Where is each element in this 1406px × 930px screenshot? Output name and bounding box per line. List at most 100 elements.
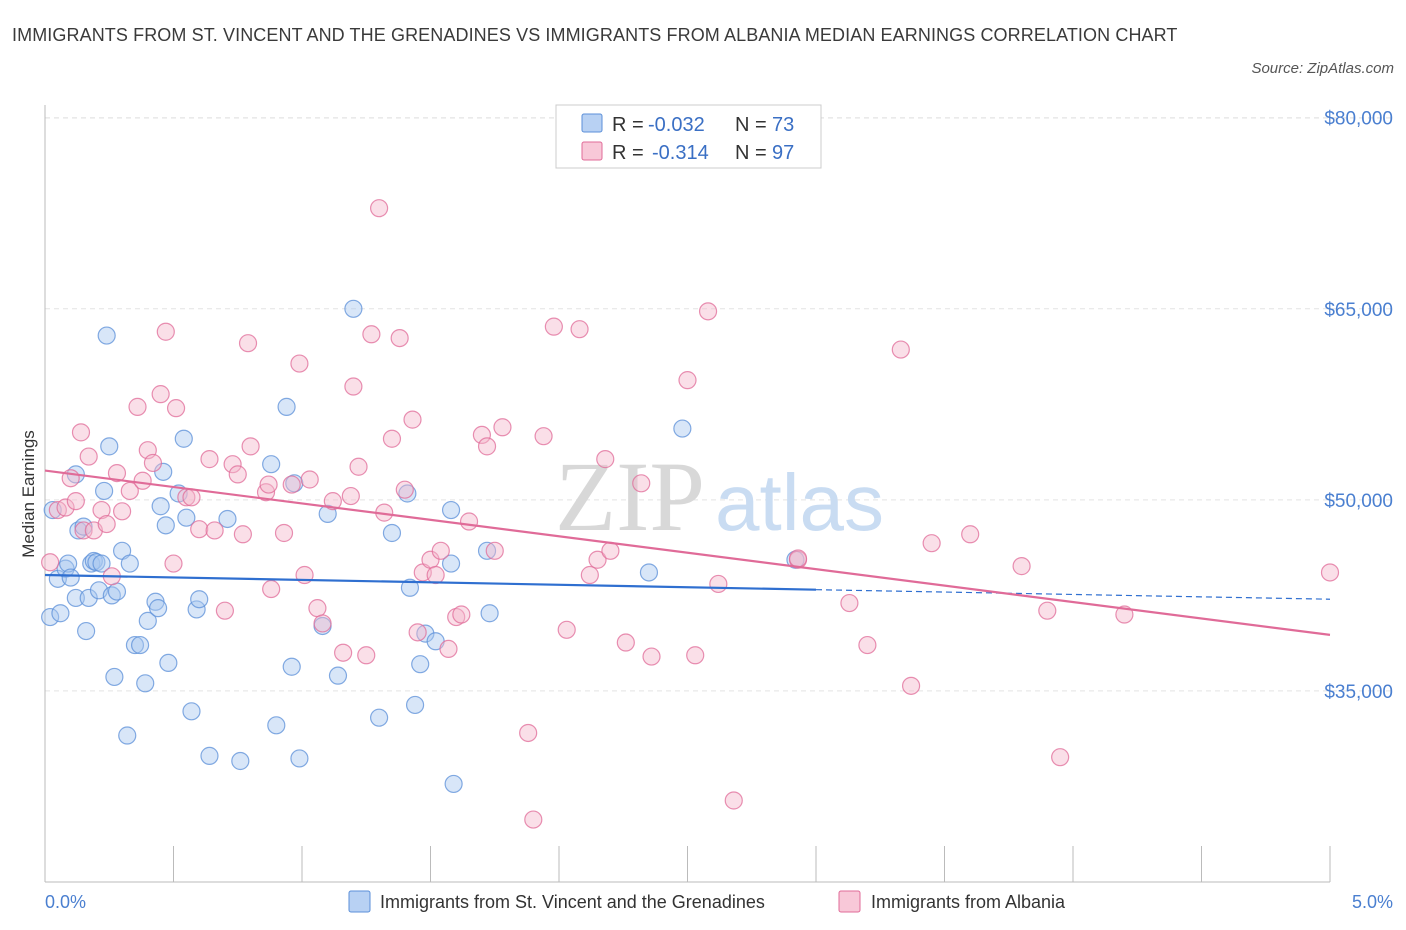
point-albania bbox=[238, 334, 258, 353]
trend-line-st-vincent bbox=[44, 573, 817, 591]
point-albania bbox=[477, 437, 497, 456]
point-albania bbox=[282, 475, 301, 494]
point-st-vincent bbox=[100, 437, 119, 456]
point-albania bbox=[557, 620, 576, 639]
source-label: Source: ZipAtlas.com bbox=[1251, 60, 1394, 77]
point-albania bbox=[107, 464, 127, 483]
point-albania bbox=[66, 492, 85, 511]
point-st-vincent bbox=[344, 299, 363, 318]
point-albania bbox=[71, 423, 91, 442]
point-albania bbox=[274, 523, 294, 543]
point-albania bbox=[596, 450, 615, 469]
watermark-atlas: atlas bbox=[715, 458, 884, 547]
point-albania bbox=[403, 410, 422, 429]
point-st-vincent bbox=[277, 397, 296, 416]
point-albania bbox=[323, 492, 342, 511]
point-albania bbox=[362, 325, 381, 344]
y-tick-labels: $35,000 $50,000 $65,000 $80,000 bbox=[1324, 109, 1393, 703]
y-tick-label: $65,000 bbox=[1324, 300, 1393, 321]
point-albania bbox=[1012, 557, 1031, 576]
point-st-vincent bbox=[105, 667, 124, 687]
point-albania bbox=[112, 502, 132, 521]
point-st-vincent bbox=[673, 419, 692, 438]
point-albania bbox=[156, 322, 175, 341]
point-albania bbox=[241, 437, 260, 456]
point-albania bbox=[891, 340, 910, 359]
point-albania bbox=[300, 470, 319, 489]
point-st-vincent bbox=[136, 674, 155, 693]
point-st-vincent bbox=[77, 621, 96, 641]
point-albania bbox=[344, 377, 363, 396]
x-tick-marks bbox=[44, 846, 1331, 882]
point-st-vincent bbox=[130, 635, 150, 655]
point-albania bbox=[92, 500, 111, 520]
point-albania bbox=[642, 647, 661, 666]
point-albania bbox=[228, 465, 247, 484]
chart-title: IMMIGRANTS FROM ST. VINCENT AND THE GREN… bbox=[12, 25, 1178, 45]
point-albania bbox=[788, 549, 808, 568]
point-albania bbox=[357, 646, 376, 665]
point-st-vincent bbox=[59, 554, 78, 573]
bottom-legend-label-2: Immigrants from Albania bbox=[871, 892, 1066, 912]
legend-swatch-pink bbox=[581, 141, 603, 161]
point-albania bbox=[205, 521, 224, 540]
point-albania bbox=[447, 607, 466, 627]
point-albania bbox=[524, 810, 543, 829]
legend-n-label-2: N = bbox=[735, 142, 767, 164]
point-albania bbox=[79, 447, 98, 466]
point-albania bbox=[390, 329, 409, 348]
point-albania bbox=[580, 565, 599, 585]
point-albania bbox=[459, 512, 479, 531]
point-st-vincent bbox=[382, 523, 402, 543]
point-st-vincent bbox=[56, 559, 75, 578]
y-axis-label: Median Earnings bbox=[19, 430, 38, 558]
bottom-legend-label-1: Immigrants from St. Vincent and the Gren… bbox=[380, 892, 765, 912]
point-st-vincent bbox=[95, 481, 114, 501]
point-albania bbox=[341, 486, 360, 506]
point-albania bbox=[182, 488, 201, 507]
point-st-vincent bbox=[441, 554, 461, 573]
point-st-vincent bbox=[174, 429, 193, 448]
point-st-vincent bbox=[231, 751, 250, 771]
point-st-vincent bbox=[416, 624, 435, 643]
point-albania bbox=[408, 623, 427, 642]
point-st-vincent bbox=[66, 588, 85, 608]
point-albania bbox=[922, 534, 941, 553]
point-albania bbox=[426, 565, 445, 585]
point-albania bbox=[493, 418, 512, 437]
point-st-vincent bbox=[480, 604, 499, 623]
point-albania bbox=[164, 554, 183, 573]
legend-r-value-2: -0.314 bbox=[652, 142, 709, 164]
point-albania bbox=[308, 599, 327, 618]
point-albania bbox=[1038, 601, 1057, 620]
point-albania bbox=[290, 354, 309, 373]
point-st-vincent bbox=[444, 774, 463, 794]
legend-n-label-1: N = bbox=[735, 114, 767, 136]
point-albania bbox=[686, 646, 705, 665]
correlation-legend: R = -0.032 N = 73 R = -0.314 N = 97 bbox=[555, 104, 822, 169]
point-albania bbox=[439, 639, 458, 659]
point-albania bbox=[431, 541, 450, 560]
point-st-vincent bbox=[639, 563, 659, 582]
point-st-vincent bbox=[267, 716, 286, 735]
bottom-legend-swatch-blue bbox=[348, 890, 371, 913]
point-albania bbox=[601, 541, 620, 560]
point-st-vincent bbox=[151, 497, 170, 516]
gridlines bbox=[45, 117, 1393, 692]
point-albania bbox=[97, 514, 116, 534]
point-albania bbox=[382, 429, 402, 448]
y-tick-label: $50,000 bbox=[1324, 491, 1393, 512]
point-st-vincent bbox=[177, 508, 196, 527]
y-tick-label: $80,000 bbox=[1324, 109, 1393, 130]
point-albania bbox=[262, 579, 281, 599]
point-albania bbox=[724, 791, 743, 810]
point-albania bbox=[349, 457, 368, 476]
point-st-vincent bbox=[79, 588, 98, 608]
point-albania bbox=[570, 320, 589, 339]
series-legend: Immigrants from St. Vincent and the Gren… bbox=[348, 890, 1066, 913]
point-albania bbox=[233, 525, 252, 544]
point-st-vincent bbox=[218, 509, 237, 529]
point-st-vincent bbox=[118, 726, 137, 745]
point-albania bbox=[840, 593, 859, 613]
point-albania bbox=[166, 399, 186, 418]
